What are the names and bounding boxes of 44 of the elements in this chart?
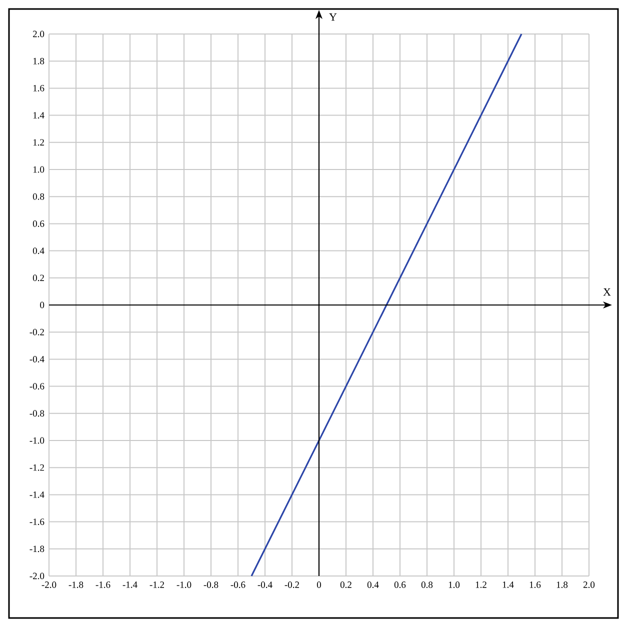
x-tick-label: 0.4 [367, 582, 379, 588]
y-axis-title: Y [329, 13, 337, 21]
x-axis-title: X [603, 288, 611, 296]
x-tick-label: -1.2 [150, 582, 164, 588]
y-tick-label: 2.0 [33, 30, 44, 38]
y-tick-label: 0.2 [32, 274, 44, 282]
y-tick-label: -2.0 [30, 572, 44, 580]
y-tick-label: -0.6 [30, 383, 44, 390]
y-tick-label: 1.4 [33, 112, 44, 119]
y-tick-label: -0.4 [30, 356, 44, 362]
x-tick-label: 0.6 [394, 582, 406, 588]
x-tick-label: -0.8 [204, 582, 218, 588]
y-tick-label: -1.6 [30, 518, 44, 526]
y-tick-label: 0 [40, 302, 44, 308]
x-tick-label: 1.2 [476, 582, 486, 588]
x-tick-label: 0.2 [340, 582, 352, 588]
x-tick-label: 1.4 [502, 582, 514, 588]
x-tick-label: -0.6 [230, 582, 246, 588]
y-tick-label: 1.2 [33, 139, 44, 146]
x-tick-label: -0.4 [258, 582, 272, 588]
y-tick-label: 1.6 [33, 84, 44, 92]
x-tick-label: -1.0 [176, 582, 192, 588]
y-tick-label: -0.8 [30, 410, 44, 417]
x-tick-label: -1.8 [68, 582, 84, 588]
y-tick-label: 0.8 [32, 193, 44, 200]
x-tick-label: -1.4 [122, 582, 138, 588]
x-tick-label: 1.0 [448, 582, 460, 588]
x-tick-label: 2.0 [583, 582, 595, 588]
x-tick-label: -2.0 [42, 582, 56, 588]
y-tick-label: -1.2 [30, 464, 44, 471]
x-tick-label: 0.8 [421, 582, 433, 588]
x-tick-label: -0.2 [284, 582, 299, 588]
y-tick-label: 0.6 [32, 220, 44, 227]
x-tick-label: 0 [316, 582, 322, 588]
x-tick-label: 1.8 [556, 582, 568, 588]
y-tick-label: -1.8 [30, 546, 44, 552]
y-tick-label: 1.0 [33, 166, 44, 173]
x-tick-label: -1.6 [96, 582, 110, 588]
y-tick-label: -0.2 [30, 328, 44, 336]
y-tick-label: 0.4 [32, 248, 44, 254]
y-tick-label: -1.0 [30, 437, 44, 444]
x-tick-label: 1.6 [530, 582, 541, 588]
y-tick-label: -1.4 [30, 491, 44, 498]
y-tick-label: 1.8 [33, 58, 44, 64]
